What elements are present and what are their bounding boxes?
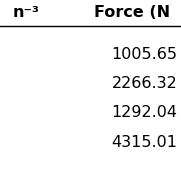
Text: 2266.32: 2266.32	[112, 76, 177, 91]
Text: Force (N: Force (N	[94, 5, 170, 20]
Text: 1292.04: 1292.04	[111, 105, 177, 120]
Text: 4315.01: 4315.01	[111, 136, 177, 150]
Text: n⁻³: n⁻³	[13, 5, 40, 20]
Text: 1005.65: 1005.65	[111, 47, 177, 62]
